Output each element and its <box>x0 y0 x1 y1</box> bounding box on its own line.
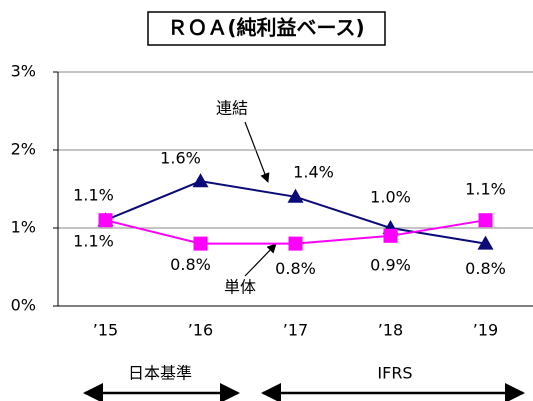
data-label: 1.4% <box>293 162 334 181</box>
data-label: 0.8% <box>465 259 506 278</box>
title-box <box>147 11 386 46</box>
x-tick-label: ’17 <box>283 321 308 340</box>
marker <box>288 236 303 251</box>
x-tick-label: ’15 <box>93 321 118 340</box>
marker <box>192 173 209 188</box>
y-tick-label: 1% <box>11 218 36 237</box>
marker <box>193 236 208 251</box>
data-label: 1.1% <box>73 186 114 205</box>
data-label: 1.6% <box>160 149 201 168</box>
callout-arrow <box>244 121 270 183</box>
data-label: 1.0% <box>370 188 411 207</box>
data-label: 0.8% <box>275 259 316 278</box>
series-callout: 連結 <box>216 99 248 118</box>
x-tick-label: ’19 <box>473 321 498 340</box>
y-tick-label: 2% <box>11 140 36 159</box>
data-label: 0.8% <box>170 255 211 274</box>
callout-arrow <box>244 243 277 277</box>
marker <box>287 188 304 203</box>
marker <box>383 228 398 243</box>
chart-title: ＲＯＡ(純利益ベース) <box>167 16 364 40</box>
period-label: 日本基準 <box>128 364 192 383</box>
data-label: 1.1% <box>73 232 114 251</box>
period-label: IFRS <box>377 364 412 383</box>
y-tick-label: 0% <box>11 296 36 315</box>
y-tick-label: 3% <box>11 62 36 81</box>
marker <box>98 213 113 228</box>
x-tick-label: ’16 <box>188 321 213 340</box>
series-callout: 単体 <box>224 278 256 297</box>
data-label: 0.9% <box>370 255 411 274</box>
data-label: 1.1% <box>465 180 506 199</box>
x-tick-label: ’18 <box>378 321 403 340</box>
marker <box>478 213 493 228</box>
marker <box>477 235 494 250</box>
